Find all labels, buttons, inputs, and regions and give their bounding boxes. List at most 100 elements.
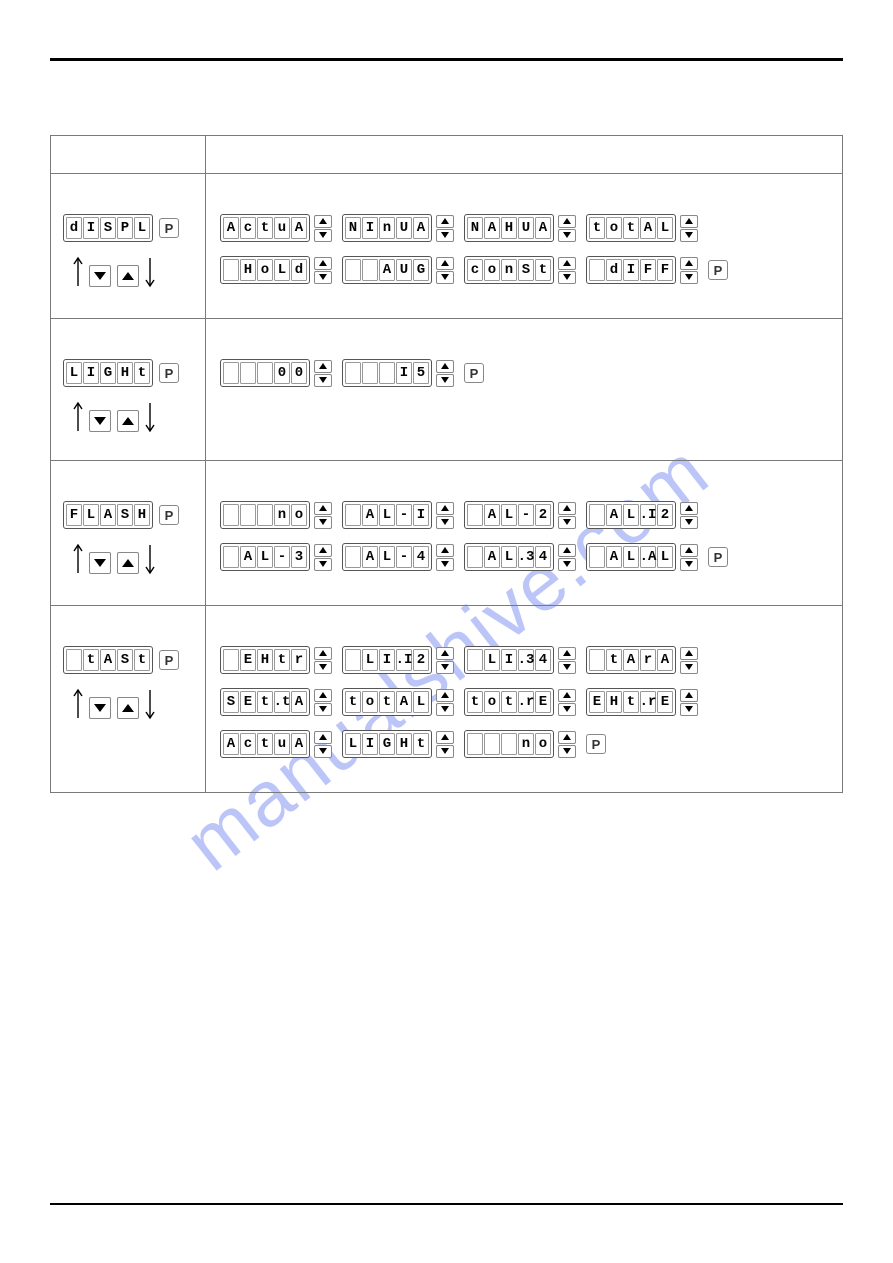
up-down-stepper[interactable]: [314, 689, 332, 716]
step-up-button[interactable]: [558, 215, 576, 228]
p-button[interactable]: P: [159, 363, 179, 383]
nav-up-button[interactable]: [117, 697, 139, 719]
p-button[interactable]: P: [464, 363, 484, 383]
step-down-button[interactable]: [314, 661, 332, 674]
step-down-button[interactable]: [680, 271, 698, 284]
p-button[interactable]: P: [159, 218, 179, 238]
step-up-button[interactable]: [436, 731, 454, 744]
nav-down-button[interactable]: [89, 697, 111, 719]
step-down-button[interactable]: [558, 558, 576, 571]
step-down-button[interactable]: [436, 229, 454, 242]
step-up-button[interactable]: [314, 544, 332, 557]
step-up-button[interactable]: [680, 689, 698, 702]
step-down-button[interactable]: [680, 558, 698, 571]
up-down-stepper[interactable]: [558, 215, 576, 242]
up-down-stepper[interactable]: [436, 360, 454, 387]
step-up-button[interactable]: [680, 647, 698, 660]
up-down-stepper[interactable]: [436, 544, 454, 571]
up-down-stepper[interactable]: [558, 647, 576, 674]
step-down-button[interactable]: [314, 558, 332, 571]
step-up-button[interactable]: [558, 689, 576, 702]
step-up-button[interactable]: [558, 257, 576, 270]
nav-down-button[interactable]: [89, 410, 111, 432]
up-down-stepper[interactable]: [680, 257, 698, 284]
step-up-button[interactable]: [314, 689, 332, 702]
up-down-stepper[interactable]: [314, 360, 332, 387]
step-down-button[interactable]: [680, 661, 698, 674]
p-button[interactable]: P: [586, 734, 606, 754]
step-down-button[interactable]: [680, 229, 698, 242]
up-down-stepper[interactable]: [680, 502, 698, 529]
up-down-stepper[interactable]: [680, 544, 698, 571]
step-up-button[interactable]: [680, 257, 698, 270]
up-down-stepper[interactable]: [436, 215, 454, 242]
step-down-button[interactable]: [558, 745, 576, 758]
step-down-button[interactable]: [436, 703, 454, 716]
step-down-button[interactable]: [314, 229, 332, 242]
step-down-button[interactable]: [436, 661, 454, 674]
up-down-stepper[interactable]: [314, 215, 332, 242]
up-down-stepper[interactable]: [558, 257, 576, 284]
up-down-stepper[interactable]: [680, 215, 698, 242]
step-up-button[interactable]: [436, 215, 454, 228]
up-down-stepper[interactable]: [558, 502, 576, 529]
up-down-stepper[interactable]: [680, 689, 698, 716]
up-down-stepper[interactable]: [314, 544, 332, 571]
step-up-button[interactable]: [314, 502, 332, 515]
step-up-button[interactable]: [436, 257, 454, 270]
step-down-button[interactable]: [680, 703, 698, 716]
step-down-button[interactable]: [436, 271, 454, 284]
step-up-button[interactable]: [436, 360, 454, 373]
step-down-button[interactable]: [436, 374, 454, 387]
p-button[interactable]: P: [159, 650, 179, 670]
step-down-button[interactable]: [314, 271, 332, 284]
step-up-button[interactable]: [314, 360, 332, 373]
step-down-button[interactable]: [558, 516, 576, 529]
step-down-button[interactable]: [314, 703, 332, 716]
step-up-button[interactable]: [436, 689, 454, 702]
up-down-stepper[interactable]: [314, 257, 332, 284]
step-up-button[interactable]: [436, 502, 454, 515]
step-up-button[interactable]: [436, 647, 454, 660]
up-down-stepper[interactable]: [680, 647, 698, 674]
step-down-button[interactable]: [680, 516, 698, 529]
up-down-stepper[interactable]: [436, 502, 454, 529]
up-down-stepper[interactable]: [314, 731, 332, 758]
step-up-button[interactable]: [314, 215, 332, 228]
step-up-button[interactable]: [680, 544, 698, 557]
up-down-stepper[interactable]: [314, 502, 332, 529]
step-up-button[interactable]: [680, 502, 698, 515]
step-up-button[interactable]: [680, 215, 698, 228]
step-down-button[interactable]: [558, 229, 576, 242]
p-button[interactable]: P: [708, 260, 728, 280]
p-button[interactable]: P: [708, 547, 728, 567]
nav-down-button[interactable]: [89, 265, 111, 287]
up-down-stepper[interactable]: [436, 647, 454, 674]
nav-up-button[interactable]: [117, 552, 139, 574]
step-down-button[interactable]: [314, 745, 332, 758]
up-down-stepper[interactable]: [436, 731, 454, 758]
nav-up-button[interactable]: [117, 410, 139, 432]
step-down-button[interactable]: [314, 374, 332, 387]
up-down-stepper[interactable]: [436, 257, 454, 284]
step-down-button[interactable]: [558, 271, 576, 284]
step-up-button[interactable]: [558, 544, 576, 557]
up-down-stepper[interactable]: [558, 731, 576, 758]
up-down-stepper[interactable]: [314, 647, 332, 674]
step-up-button[interactable]: [314, 731, 332, 744]
step-up-button[interactable]: [436, 544, 454, 557]
nav-up-button[interactable]: [117, 265, 139, 287]
up-down-stepper[interactable]: [558, 689, 576, 716]
step-down-button[interactable]: [436, 558, 454, 571]
up-down-stepper[interactable]: [436, 689, 454, 716]
step-down-button[interactable]: [314, 516, 332, 529]
step-up-button[interactable]: [558, 502, 576, 515]
step-up-button[interactable]: [314, 257, 332, 270]
step-down-button[interactable]: [436, 745, 454, 758]
step-down-button[interactable]: [436, 516, 454, 529]
step-up-button[interactable]: [314, 647, 332, 660]
up-down-stepper[interactable]: [558, 544, 576, 571]
p-button[interactable]: P: [159, 505, 179, 525]
nav-down-button[interactable]: [89, 552, 111, 574]
step-down-button[interactable]: [558, 661, 576, 674]
